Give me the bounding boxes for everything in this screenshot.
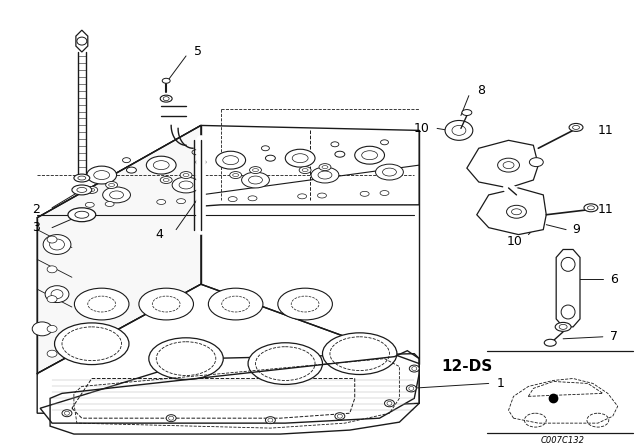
Ellipse shape [106,181,118,189]
Ellipse shape [228,197,237,202]
Ellipse shape [381,140,388,145]
Ellipse shape [180,172,192,178]
Ellipse shape [242,172,269,188]
Ellipse shape [355,146,385,164]
Text: 5: 5 [194,44,202,57]
Ellipse shape [569,124,583,131]
Ellipse shape [209,288,263,320]
Ellipse shape [196,159,206,165]
Text: 11: 11 [598,124,614,137]
Ellipse shape [410,365,419,372]
Ellipse shape [68,208,96,222]
Ellipse shape [266,155,275,161]
Ellipse shape [216,151,246,169]
Ellipse shape [62,410,72,417]
Polygon shape [76,30,88,52]
Ellipse shape [47,266,57,273]
Ellipse shape [462,110,472,116]
Ellipse shape [250,167,262,173]
Ellipse shape [45,286,69,302]
Ellipse shape [54,323,129,365]
Ellipse shape [74,288,129,320]
Ellipse shape [529,158,543,167]
Polygon shape [37,125,419,218]
Polygon shape [37,125,201,374]
Ellipse shape [360,191,369,196]
Ellipse shape [166,415,176,422]
Text: 6: 6 [610,273,618,286]
Ellipse shape [47,236,57,243]
Ellipse shape [72,185,92,195]
Ellipse shape [299,167,311,173]
Ellipse shape [335,413,345,420]
Polygon shape [477,188,547,235]
Ellipse shape [172,177,200,193]
Ellipse shape [192,150,200,155]
Ellipse shape [248,196,257,201]
Ellipse shape [262,146,269,151]
Ellipse shape [86,186,98,194]
Ellipse shape [319,164,331,171]
Ellipse shape [385,400,394,407]
Text: 9: 9 [572,223,580,236]
Ellipse shape [147,156,176,174]
Ellipse shape [122,158,131,163]
Ellipse shape [278,288,332,320]
Ellipse shape [555,323,571,332]
Ellipse shape [311,167,339,183]
Ellipse shape [266,417,275,424]
Ellipse shape [85,202,94,207]
Text: 3: 3 [32,221,40,234]
Ellipse shape [139,288,193,320]
Ellipse shape [380,190,389,195]
Text: 1: 1 [497,377,504,390]
Ellipse shape [47,296,57,302]
Ellipse shape [544,339,556,346]
Ellipse shape [248,343,323,384]
Ellipse shape [157,199,166,204]
Ellipse shape [160,177,172,184]
Ellipse shape [335,151,345,157]
Text: 4: 4 [156,228,163,241]
Ellipse shape [177,198,186,204]
Polygon shape [467,140,538,188]
Ellipse shape [376,164,403,180]
Text: 8: 8 [477,84,484,97]
Ellipse shape [43,235,71,254]
Ellipse shape [105,202,114,207]
Ellipse shape [498,158,520,172]
Text: C007C132: C007C132 [541,436,585,445]
Text: 10: 10 [413,122,429,135]
Ellipse shape [584,204,598,212]
Ellipse shape [47,350,57,357]
Ellipse shape [331,142,339,147]
Ellipse shape [298,194,307,199]
Ellipse shape [77,37,87,45]
Text: 7: 7 [610,330,618,343]
Ellipse shape [160,95,172,102]
Ellipse shape [47,325,57,332]
Ellipse shape [74,174,90,182]
Polygon shape [40,353,419,423]
Ellipse shape [162,78,170,83]
Ellipse shape [323,333,397,375]
Ellipse shape [102,187,131,203]
Text: 12-DS: 12-DS [441,359,492,374]
Polygon shape [556,250,580,327]
Ellipse shape [149,338,223,379]
Ellipse shape [406,385,416,392]
Ellipse shape [32,322,52,336]
Text: 2: 2 [32,203,40,216]
Text: 10: 10 [507,235,522,248]
Ellipse shape [285,149,315,167]
Ellipse shape [127,167,136,173]
Ellipse shape [507,205,527,218]
Ellipse shape [445,121,473,140]
Ellipse shape [87,166,116,184]
Text: 11: 11 [598,203,614,216]
Polygon shape [37,284,419,413]
Ellipse shape [230,172,242,178]
Ellipse shape [317,193,326,198]
